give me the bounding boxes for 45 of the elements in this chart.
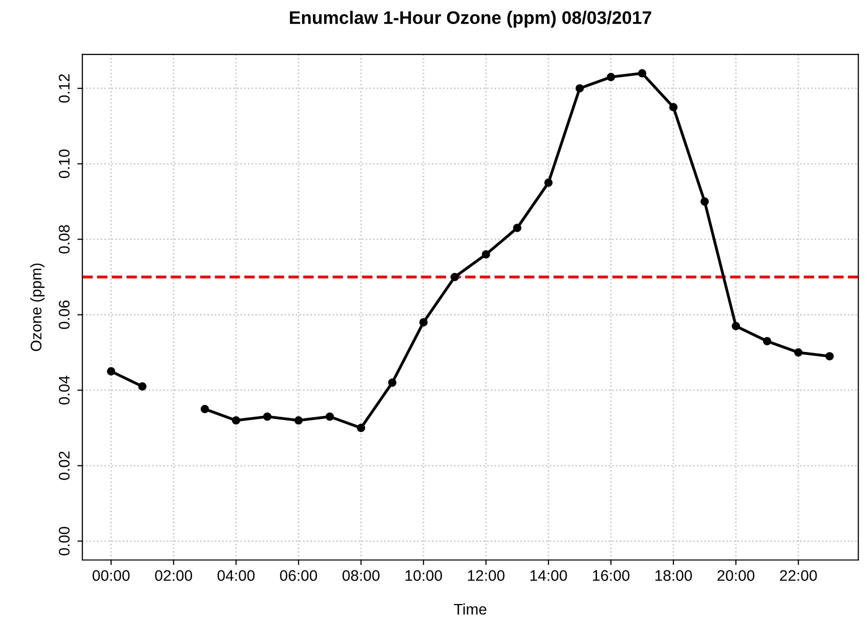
x-tick-label: 10:00 [406,570,442,581]
point [576,84,584,93]
x-tick-label: 22:00 [780,570,817,581]
y-tick-label: 0.08 [58,225,70,254]
point [263,412,272,421]
x-axis-title: Time [454,603,486,615]
chart-title: Enumclaw 1-Hour Ozone (ppm) 08/03/2017 [290,10,652,28]
point [106,367,116,376]
x-tick-label: 14:00 [530,570,567,581]
x-tick-label: 12:00 [468,570,504,581]
point [762,336,772,346]
point [326,412,334,421]
x-tick-label: 04:00 [218,570,255,581]
point [450,272,459,282]
x-tick-label: 08:00 [342,570,380,581]
point [388,378,396,387]
point [638,69,646,78]
y-tick-label: 0.02 [58,452,70,480]
point [513,224,522,232]
x-tick-label: 20:00 [718,570,754,581]
y-tick-label: 0.00 [58,526,70,556]
point [294,416,303,425]
point [606,72,616,82]
y-tick-label: 0.10 [58,150,70,178]
y-tick-label: 0.06 [58,300,70,330]
x-tick-label: 02:00 [155,570,192,581]
point [700,197,709,206]
point [794,348,803,357]
point [544,178,553,187]
x-tick-label: 06:00 [280,570,318,581]
x-tick-label: 00:00 [92,570,130,581]
x-tick-label: 16:00 [592,570,630,581]
y-axis-title: Ozone (ppm) [30,264,45,352]
point [669,103,678,112]
point [419,318,428,326]
point [200,404,209,414]
point [482,250,490,259]
point [232,416,240,425]
point [732,322,740,330]
y-tick-label: 0.12 [58,74,70,103]
x-tick-label: 18:00 [655,570,692,581]
point [825,352,834,360]
point [356,424,366,432]
point [138,382,147,391]
y-tick-label: 0.04 [58,376,70,404]
